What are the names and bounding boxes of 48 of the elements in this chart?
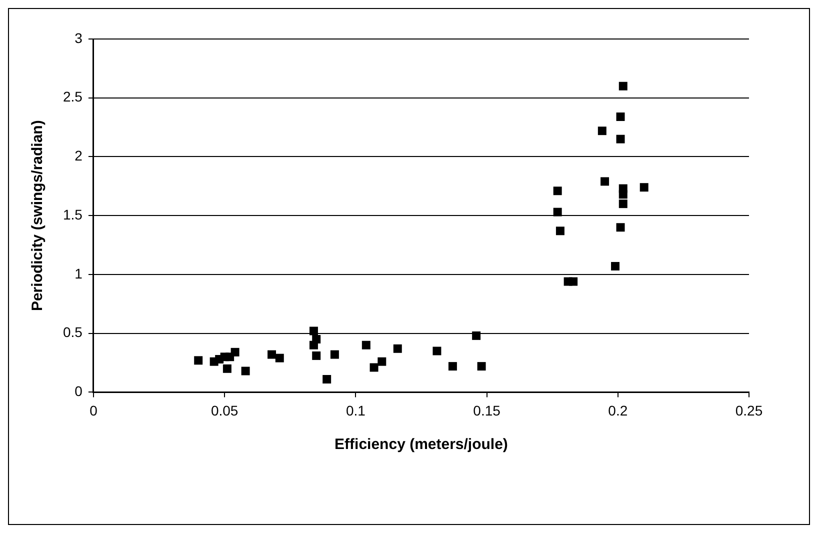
y-tick-label: 2 <box>74 148 83 164</box>
x-tick-label: 0.2 <box>608 402 628 418</box>
y-tick-label: 0 <box>74 383 83 400</box>
point <box>556 226 564 236</box>
point <box>362 340 370 350</box>
point <box>268 350 276 359</box>
point <box>322 375 332 384</box>
point <box>600 177 610 186</box>
x-tick-label: 0 <box>90 402 98 418</box>
x-tick-label: 0.15 <box>473 402 501 418</box>
x-tick-label: 0.1 <box>346 402 366 418</box>
x-tick-label: 0.05 <box>210 402 238 418</box>
point <box>618 190 628 199</box>
point <box>472 331 481 340</box>
point <box>312 351 321 360</box>
point <box>611 262 620 270</box>
y-tick-label: 2.5 <box>62 88 83 105</box>
point <box>618 82 628 90</box>
point <box>616 223 625 232</box>
point <box>477 362 486 371</box>
point <box>194 356 203 365</box>
point <box>569 277 578 286</box>
x-axis-title: Efficiency (meters/joule) <box>334 436 508 454</box>
point <box>598 126 606 136</box>
point <box>553 208 562 216</box>
y-axis-title: Periodicity (swings/radian) <box>29 120 46 312</box>
point <box>616 134 625 144</box>
point <box>616 112 625 121</box>
point <box>618 200 628 208</box>
y-tick-label: 0.5 <box>62 324 83 340</box>
point <box>448 362 457 371</box>
point <box>553 186 562 196</box>
point <box>222 364 232 373</box>
point <box>309 326 318 336</box>
point <box>275 354 284 362</box>
y-tick-label: 1 <box>74 265 83 282</box>
point <box>432 346 442 356</box>
point <box>312 334 321 344</box>
point <box>230 348 240 356</box>
point <box>640 183 648 192</box>
point <box>378 357 386 366</box>
point <box>330 350 339 359</box>
x-tick-label: 0.25 <box>735 402 763 418</box>
point <box>393 344 402 353</box>
y-tick-label: 3 <box>74 30 83 46</box>
point <box>241 366 250 376</box>
y-tick-label: 1.5 <box>62 206 83 222</box>
point <box>370 363 378 372</box>
